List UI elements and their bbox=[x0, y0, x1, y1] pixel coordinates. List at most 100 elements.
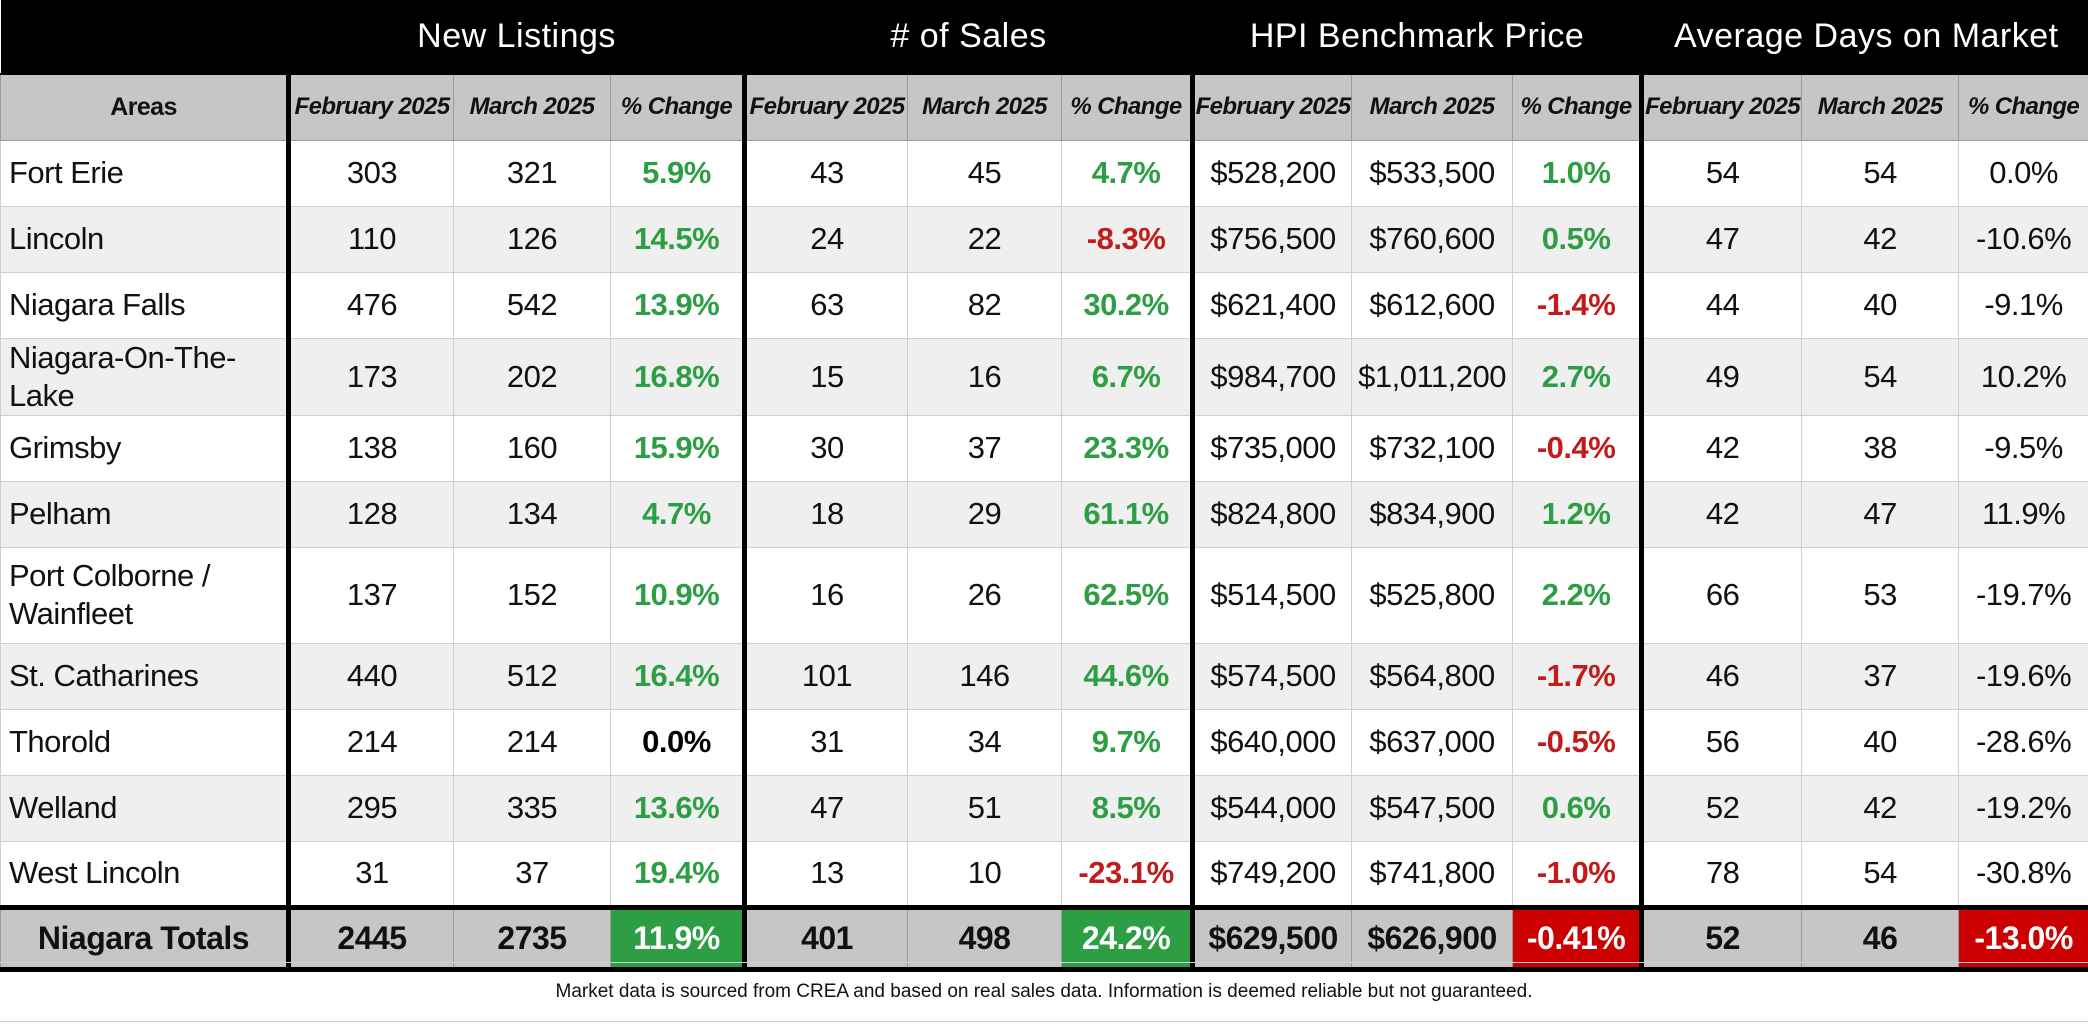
area-name: St. Catharines bbox=[0, 642, 291, 710]
hpi-feb: $640,000 bbox=[1190, 708, 1353, 776]
dom-feb: 54 bbox=[1639, 139, 1803, 207]
dom-feb: 46 bbox=[1639, 642, 1803, 710]
new-listings-change: 0.0% bbox=[609, 708, 746, 776]
header-corner bbox=[0, 0, 289, 74]
dom-change: -9.1% bbox=[1958, 271, 2088, 339]
group-header-sales: # of Sales bbox=[742, 0, 1193, 74]
dom-feb: 44 bbox=[1639, 271, 1803, 339]
new-listings-change: 16.8% bbox=[609, 337, 746, 416]
hpi-feb: $544,000 bbox=[1190, 774, 1353, 842]
sales-mar: 16 bbox=[907, 337, 1063, 416]
new-listings-change: 4.7% bbox=[609, 480, 746, 548]
area-name: Niagara Falls bbox=[0, 271, 291, 339]
sales-feb: 31 bbox=[742, 708, 909, 776]
sales-change: 9.7% bbox=[1061, 708, 1194, 776]
dom-feb: 56 bbox=[1639, 708, 1803, 776]
dom-change: -19.7% bbox=[1958, 546, 2088, 644]
dom-mar: 54 bbox=[1801, 337, 1960, 416]
hpi-mar: $1,011,200 bbox=[1351, 337, 1514, 416]
total-sales-change: 24.2% bbox=[1061, 904, 1194, 972]
dom-mar: 37 bbox=[1801, 642, 1960, 710]
new-listings-change: 15.9% bbox=[609, 414, 746, 482]
hpi-mar: $533,500 bbox=[1351, 139, 1514, 207]
dom-mar: 40 bbox=[1801, 271, 1960, 339]
dom-feb: 47 bbox=[1639, 205, 1803, 273]
new-listings-feb: 214 bbox=[286, 708, 454, 776]
market-stats-table-wrapper: New Listings # of Sales HPI Benchmark Pr… bbox=[0, 0, 2088, 972]
sales-feb: 47 bbox=[742, 774, 909, 842]
new-listings-change: 5.9% bbox=[609, 139, 746, 207]
hpi-mar: $564,800 bbox=[1351, 642, 1514, 710]
dom-mar: 53 bbox=[1801, 546, 1960, 644]
table-row: West Lincoln 31 37 19.4% 13 10 -23.1% $7… bbox=[0, 840, 2088, 908]
sales-mar: 22 bbox=[907, 205, 1063, 273]
dom-mar: 38 bbox=[1801, 414, 1960, 482]
hpi-change: 2.2% bbox=[1512, 546, 1643, 644]
hpi-change: 0.5% bbox=[1512, 205, 1643, 273]
hpi-feb: $528,200 bbox=[1190, 139, 1353, 207]
new-listings-change: 14.5% bbox=[609, 205, 746, 273]
dom-change: 0.0% bbox=[1958, 139, 2088, 207]
dom-mar: 40 bbox=[1801, 708, 1960, 776]
dom-feb: 52 bbox=[1639, 774, 1803, 842]
sales-mar: 45 bbox=[907, 139, 1063, 207]
dom-change: 10.2% bbox=[1958, 337, 2088, 416]
sales-feb: 43 bbox=[742, 139, 909, 207]
hpi-change: 1.0% bbox=[1512, 139, 1643, 207]
hpi-mar: $547,500 bbox=[1351, 774, 1514, 842]
group-header-days-on-market: Average Days on Market bbox=[1639, 0, 2088, 74]
total-new-listings-feb: 2445 bbox=[286, 904, 454, 972]
dom-feb: 42 bbox=[1639, 480, 1803, 548]
area-name: West Lincoln bbox=[0, 840, 291, 908]
hpi-feb: $514,500 bbox=[1190, 546, 1353, 644]
sales-mar: 37 bbox=[907, 414, 1063, 482]
group-header-hpi: HPI Benchmark Price bbox=[1190, 0, 1642, 74]
sales-change: -23.1% bbox=[1061, 840, 1194, 908]
column-header-mar: March 2025 bbox=[907, 73, 1063, 141]
sales-change: 62.5% bbox=[1061, 546, 1194, 644]
area-name: Fort Erie bbox=[0, 139, 291, 207]
column-header-change: % Change bbox=[1061, 73, 1194, 141]
sales-change: -8.3% bbox=[1061, 205, 1194, 273]
table-row: Grimsby 138 160 15.9% 30 37 23.3% $735,0… bbox=[0, 414, 2088, 482]
new-listings-mar: 126 bbox=[453, 205, 611, 273]
sales-feb: 63 bbox=[742, 271, 909, 339]
new-listings-mar: 214 bbox=[453, 708, 611, 776]
new-listings-mar: 321 bbox=[453, 139, 611, 207]
sales-change: 4.7% bbox=[1061, 139, 1194, 207]
footnote: Market data is sourced from CREA and bas… bbox=[0, 962, 2088, 1022]
hpi-change: -0.5% bbox=[1512, 708, 1643, 776]
hpi-feb: $749,200 bbox=[1190, 840, 1353, 908]
new-listings-change: 13.9% bbox=[609, 271, 746, 339]
area-name: Thorold bbox=[0, 708, 291, 776]
table-row: Fort Erie 303 321 5.9% 43 45 4.7% $528,2… bbox=[0, 139, 2088, 207]
table-row: Niagara-On-The-Lake 173 202 16.8% 15 16 … bbox=[0, 337, 2088, 416]
dom-mar: 54 bbox=[1801, 840, 1960, 908]
new-listings-change: 19.4% bbox=[609, 840, 746, 908]
dom-change: -9.5% bbox=[1958, 414, 2088, 482]
new-listings-feb: 128 bbox=[286, 480, 454, 548]
dom-mar: 47 bbox=[1801, 480, 1960, 548]
sales-feb: 24 bbox=[742, 205, 909, 273]
hpi-change: -1.0% bbox=[1512, 840, 1643, 908]
new-listings-mar: 542 bbox=[453, 271, 611, 339]
dom-feb: 66 bbox=[1639, 546, 1803, 644]
sales-mar: 82 bbox=[907, 271, 1063, 339]
new-listings-feb: 476 bbox=[286, 271, 454, 339]
column-header-change: % Change bbox=[1958, 73, 2088, 141]
total-hpi-mar: $626,900 bbox=[1351, 904, 1514, 972]
sales-mar: 146 bbox=[907, 642, 1063, 710]
sales-mar: 29 bbox=[907, 480, 1063, 548]
area-name: Grimsby bbox=[0, 414, 291, 482]
new-listings-mar: 134 bbox=[453, 480, 611, 548]
new-listings-change: 10.9% bbox=[609, 546, 746, 644]
hpi-feb: $621,400 bbox=[1190, 271, 1353, 339]
total-sales-mar: 498 bbox=[907, 904, 1063, 972]
new-listings-mar: 37 bbox=[453, 840, 611, 908]
column-header-feb: February 2025 bbox=[286, 73, 454, 141]
totals-label: Niagara Totals bbox=[0, 904, 291, 972]
new-listings-feb: 137 bbox=[286, 546, 454, 644]
sales-feb: 16 bbox=[742, 546, 909, 644]
table-row: Welland 295 335 13.6% 47 51 8.5% $544,00… bbox=[0, 774, 2088, 842]
sales-change: 44.6% bbox=[1061, 642, 1194, 710]
